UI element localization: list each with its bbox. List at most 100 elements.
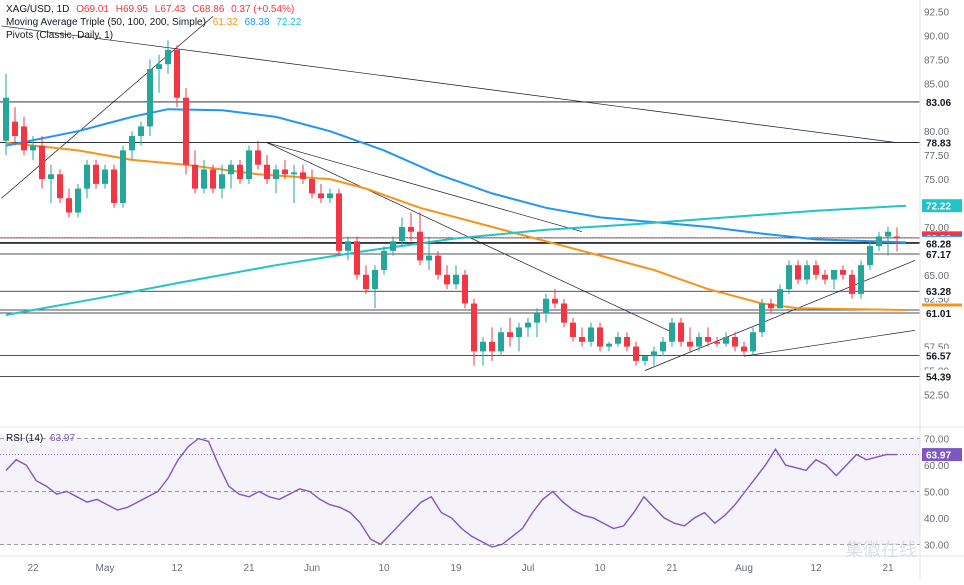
candle [552, 289, 558, 309]
rsi-panel [0, 437, 920, 548]
price-label-box [922, 247, 962, 261]
price-label-box [922, 95, 962, 109]
trendline [266, 142, 583, 233]
candle [201, 159, 207, 194]
candle-body [255, 150, 261, 165]
candle [732, 332, 738, 352]
candle-body [507, 332, 513, 337]
date-tick-label: Jul [522, 563, 535, 574]
pivots-legend[interactable]: Pivots (Classic, Daily, 1) [6, 30, 117, 42]
candle [597, 322, 603, 352]
candle [93, 159, 99, 189]
candle [165, 40, 171, 74]
candle [768, 298, 774, 314]
price-label: 61.01 [922, 306, 962, 320]
ma-legend[interactable]: Moving Average Triple (50, 100, 200, Sim… [6, 17, 305, 29]
price-label: 72.22 [922, 199, 962, 213]
ma100-line [5, 108, 907, 244]
candle-body [309, 179, 315, 194]
candle-body [894, 236, 900, 238]
candle [273, 164, 279, 194]
candle-body [327, 193, 333, 199]
watermark: 集徽在线 [845, 540, 917, 560]
candle [534, 308, 540, 337]
candle [327, 188, 333, 203]
candle [786, 260, 792, 294]
candle [444, 265, 450, 290]
candle [795, 260, 801, 285]
candle-body [345, 241, 351, 251]
candle-body [471, 303, 477, 352]
candle [372, 265, 378, 309]
rsi-legend[interactable]: RSI (14) 63.97 [6, 433, 79, 445]
price-label-box [922, 236, 962, 250]
candle-body [246, 150, 252, 180]
price-label-text: 61.01 [926, 309, 951, 320]
candle [336, 188, 342, 256]
candle-body [390, 241, 396, 251]
candle-body [750, 332, 756, 352]
price-label-text: 72.22 [926, 202, 951, 213]
candle [345, 236, 351, 261]
candle [759, 298, 765, 337]
symbol-legend[interactable]: XAG/USD, 1D O69.01 H69.95 L67.43 C68.86 … [6, 4, 298, 16]
candle [849, 270, 855, 299]
candle-body [129, 136, 135, 151]
candle [750, 327, 756, 357]
candle-body [876, 236, 882, 247]
candle [543, 293, 549, 323]
trendline [1, 25, 898, 144]
candle [561, 298, 567, 328]
candle-body [372, 270, 378, 290]
candle-body [795, 265, 801, 280]
candle-body [588, 327, 594, 342]
candle [696, 332, 702, 352]
candle [858, 260, 864, 299]
candle-body [777, 289, 783, 309]
candle-body [381, 250, 387, 270]
candle [651, 346, 657, 366]
candle-body [696, 337, 702, 347]
candle-body [75, 188, 81, 213]
candle-body [615, 337, 621, 344]
candle-body [768, 303, 774, 309]
candle-body [219, 174, 225, 189]
rsi-value-box [922, 448, 962, 462]
price-label: 78.83 [922, 135, 962, 149]
candle-body [741, 346, 747, 352]
price-label-text: 83.06 [926, 98, 951, 109]
candle-body [318, 193, 324, 199]
candle-body [543, 298, 549, 314]
candle [129, 131, 135, 160]
moving-averages [5, 108, 907, 316]
candle [192, 150, 198, 194]
candle-body [426, 255, 432, 261]
candle [237, 159, 243, 184]
candle [840, 265, 846, 280]
candle-body [435, 255, 441, 275]
rsi-tick-label: 70.00 [924, 435, 949, 446]
candle [381, 246, 387, 275]
candle [48, 164, 54, 203]
rsi-value-label: 63.97 [922, 448, 962, 462]
candle [489, 327, 495, 361]
candle-body [273, 169, 279, 180]
date-tick-label: 10 [378, 563, 390, 574]
candle [120, 145, 126, 208]
candle-body [759, 303, 765, 333]
candle [498, 327, 504, 357]
candle [462, 270, 468, 309]
candle-body [210, 169, 216, 189]
candle-body [624, 337, 630, 347]
candle-body [579, 337, 585, 342]
candle-body [498, 332, 504, 352]
price-label-text: 68.28 [926, 239, 951, 250]
price-label-box [922, 135, 962, 149]
date-tick-label: 19 [450, 563, 462, 574]
candle-body [111, 169, 117, 203]
candle [660, 337, 666, 357]
candle [318, 183, 324, 203]
price-label-text: 54.39 [926, 372, 951, 383]
candle-body [516, 327, 522, 337]
